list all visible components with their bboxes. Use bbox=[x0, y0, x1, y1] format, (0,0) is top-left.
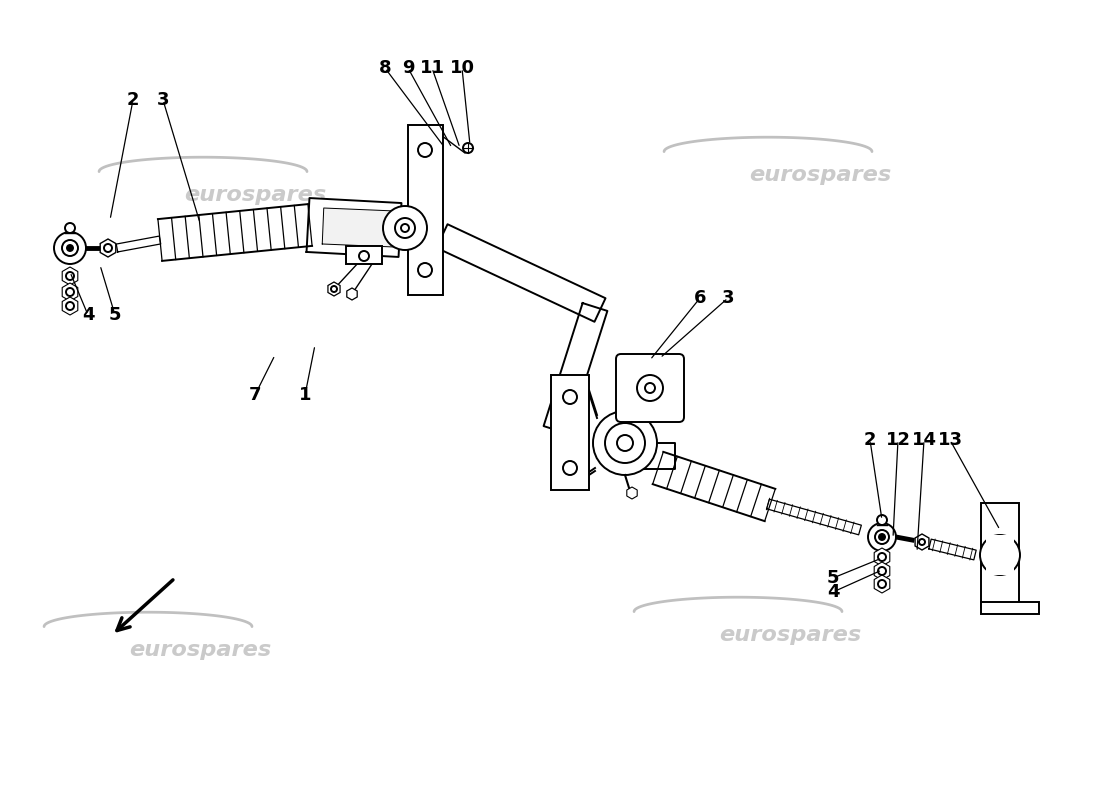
Text: 13: 13 bbox=[937, 431, 962, 449]
Text: 3: 3 bbox=[722, 289, 735, 307]
Text: 5: 5 bbox=[827, 569, 839, 587]
FancyBboxPatch shape bbox=[986, 535, 1014, 575]
Text: eurospares: eurospares bbox=[129, 640, 271, 660]
FancyBboxPatch shape bbox=[981, 602, 1040, 614]
Circle shape bbox=[637, 375, 663, 401]
Text: 11: 11 bbox=[419, 59, 444, 77]
Circle shape bbox=[617, 435, 632, 451]
FancyBboxPatch shape bbox=[981, 503, 1019, 607]
Circle shape bbox=[563, 461, 578, 475]
Text: 6: 6 bbox=[694, 289, 706, 307]
Text: 9: 9 bbox=[402, 59, 415, 77]
Circle shape bbox=[402, 224, 409, 232]
Text: 1: 1 bbox=[299, 386, 311, 404]
Polygon shape bbox=[63, 283, 78, 301]
Circle shape bbox=[878, 553, 886, 561]
Circle shape bbox=[874, 530, 889, 544]
Circle shape bbox=[918, 539, 925, 545]
Circle shape bbox=[418, 143, 432, 157]
Circle shape bbox=[65, 223, 75, 233]
Text: eurospares: eurospares bbox=[184, 185, 326, 205]
Polygon shape bbox=[874, 548, 890, 566]
Text: 5: 5 bbox=[109, 306, 121, 324]
Text: 12: 12 bbox=[886, 431, 911, 449]
Polygon shape bbox=[322, 208, 396, 247]
Circle shape bbox=[383, 206, 427, 250]
Circle shape bbox=[66, 302, 74, 310]
Polygon shape bbox=[346, 288, 358, 300]
Text: 8: 8 bbox=[378, 59, 392, 77]
Circle shape bbox=[359, 251, 369, 261]
Circle shape bbox=[878, 567, 886, 575]
Text: 4: 4 bbox=[81, 306, 95, 324]
Circle shape bbox=[104, 244, 112, 252]
Polygon shape bbox=[874, 562, 890, 580]
Circle shape bbox=[395, 218, 415, 238]
Polygon shape bbox=[627, 487, 637, 499]
Polygon shape bbox=[328, 282, 340, 296]
Polygon shape bbox=[588, 390, 597, 423]
Circle shape bbox=[54, 232, 86, 264]
Circle shape bbox=[877, 515, 887, 525]
Circle shape bbox=[563, 390, 578, 404]
Text: 2: 2 bbox=[864, 431, 877, 449]
Polygon shape bbox=[915, 534, 928, 550]
Circle shape bbox=[67, 245, 73, 251]
Text: eurospares: eurospares bbox=[749, 165, 891, 185]
Circle shape bbox=[331, 286, 337, 292]
Circle shape bbox=[879, 534, 886, 540]
Text: 10: 10 bbox=[450, 59, 474, 77]
Polygon shape bbox=[767, 499, 861, 535]
Polygon shape bbox=[631, 443, 675, 469]
Circle shape bbox=[980, 535, 1020, 575]
Polygon shape bbox=[543, 303, 607, 434]
Polygon shape bbox=[117, 236, 161, 252]
Polygon shape bbox=[437, 224, 605, 322]
Polygon shape bbox=[63, 297, 78, 315]
FancyBboxPatch shape bbox=[551, 375, 588, 490]
Text: 4: 4 bbox=[827, 583, 839, 601]
Text: 7: 7 bbox=[249, 386, 262, 404]
FancyBboxPatch shape bbox=[346, 246, 382, 264]
Text: 14: 14 bbox=[912, 431, 936, 449]
Circle shape bbox=[605, 423, 645, 463]
Circle shape bbox=[868, 523, 896, 551]
Circle shape bbox=[593, 411, 657, 475]
Circle shape bbox=[463, 143, 473, 153]
Polygon shape bbox=[928, 539, 976, 560]
Circle shape bbox=[645, 383, 654, 393]
Text: 2: 2 bbox=[126, 91, 140, 109]
Text: 3: 3 bbox=[156, 91, 169, 109]
Text: eurospares: eurospares bbox=[719, 625, 861, 645]
Circle shape bbox=[418, 263, 432, 277]
FancyBboxPatch shape bbox=[616, 354, 684, 422]
FancyBboxPatch shape bbox=[408, 125, 443, 295]
Polygon shape bbox=[307, 198, 402, 257]
Polygon shape bbox=[100, 239, 116, 257]
Polygon shape bbox=[874, 575, 890, 593]
Circle shape bbox=[66, 272, 74, 280]
Circle shape bbox=[66, 288, 74, 296]
Polygon shape bbox=[63, 267, 78, 285]
Circle shape bbox=[62, 240, 78, 256]
Circle shape bbox=[878, 580, 886, 588]
